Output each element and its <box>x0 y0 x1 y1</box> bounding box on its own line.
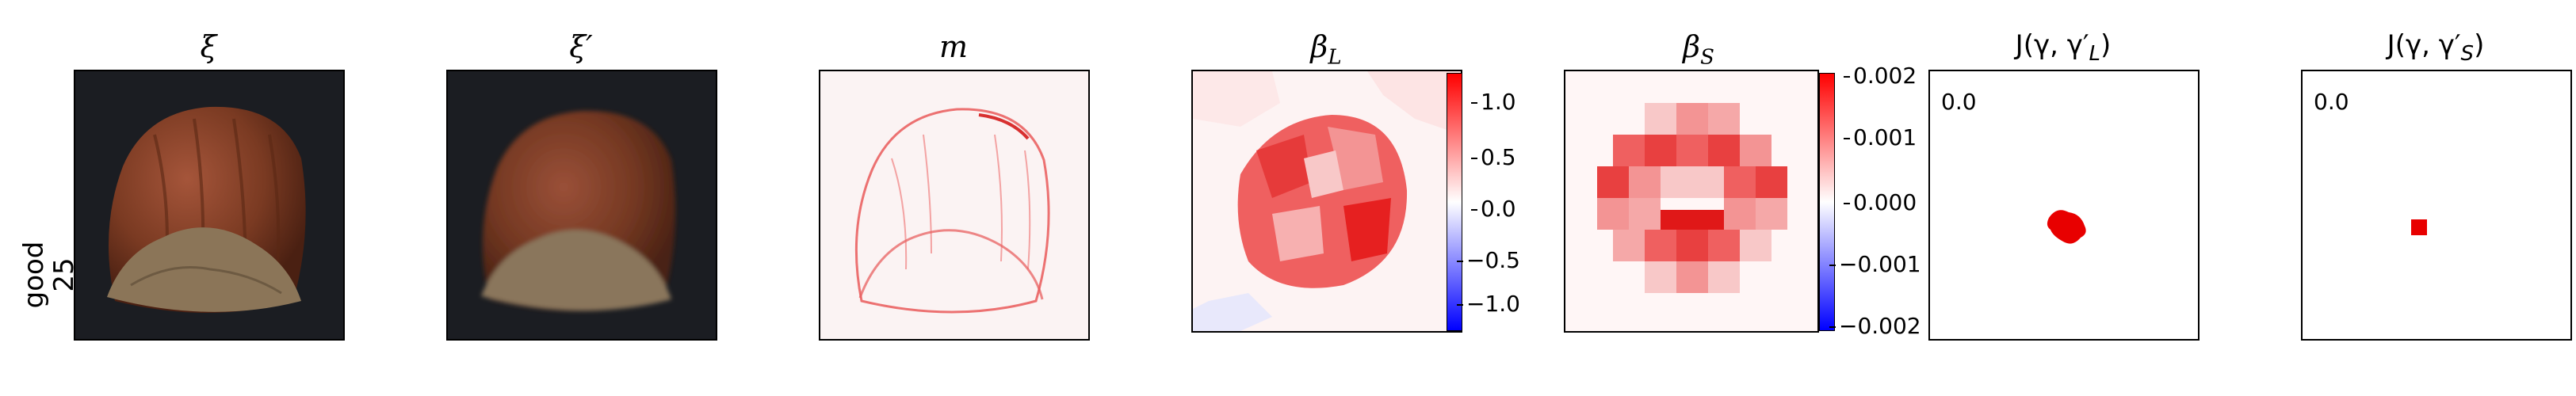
colorbar-beta-l-tick: −1.0 <box>1457 291 1520 317</box>
panel-title-j-s: J(γ, γ′S) <box>2301 32 2570 64</box>
title-j-s-end: ) <box>2474 29 2485 61</box>
colorbar-beta-s-tick: 0.002 <box>1843 63 1917 89</box>
title-j-s-sub: S <box>2460 41 2475 66</box>
jaccard-value-s: 0.0 <box>2314 89 2349 115</box>
colorbar-beta-l-tick: −0.5 <box>1457 247 1520 273</box>
title-beta-l-sub: L <box>1328 45 1342 70</box>
panel-title-j-l: J(γ, γ′L) <box>1928 32 2198 64</box>
image-xi <box>74 70 345 341</box>
title-j-l-end: ) <box>2100 29 2112 61</box>
colorbar-beta-s <box>1819 73 1835 331</box>
title-beta-s-main: β <box>1683 29 1701 64</box>
colorbar-beta-s-tick: 0.000 <box>1843 189 1917 215</box>
mask-j-s: 0.0 <box>2301 70 2572 341</box>
colorbar-beta-l <box>1447 73 1462 331</box>
image-m <box>819 70 1090 341</box>
title-j-s-main: J(γ, γ′ <box>2387 29 2461 61</box>
colorbar-beta-s-tick: 0.001 <box>1843 124 1917 150</box>
panel-title-beta-l: βL <box>1191 32 1461 68</box>
panel-title-m: m <box>938 29 969 64</box>
colorbar-beta-l-tick: 0.5 <box>1471 144 1516 170</box>
heatmap-beta-l <box>1191 70 1462 333</box>
mask-j-l: 0.0 <box>1928 70 2200 341</box>
colorbar-beta-l-tick: 1.0 <box>1471 89 1516 115</box>
colorbar-beta-l-tick: 0.0 <box>1471 196 1516 222</box>
panel-title-xi-prime: ξ′ <box>569 29 593 64</box>
panel-title-xi: ξ <box>200 29 217 64</box>
image-xi-prime <box>446 70 717 341</box>
jaccard-value-l: 0.0 <box>1941 89 1977 115</box>
panel-title-beta-s: βS <box>1564 32 1833 68</box>
colorbar-beta-s-tick: −0.002 <box>1829 313 1921 339</box>
title-beta-l-main: β <box>1310 29 1328 64</box>
title-j-l-main: J(γ, γ′ <box>2015 29 2089 61</box>
colorbar-beta-s-tick: −0.001 <box>1829 251 1921 277</box>
heatmap-beta-s <box>1564 70 1819 333</box>
title-beta-s-sub: S <box>1700 45 1714 70</box>
title-j-l-sub: L <box>2089 41 2101 66</box>
row-label-class: good <box>18 241 50 309</box>
